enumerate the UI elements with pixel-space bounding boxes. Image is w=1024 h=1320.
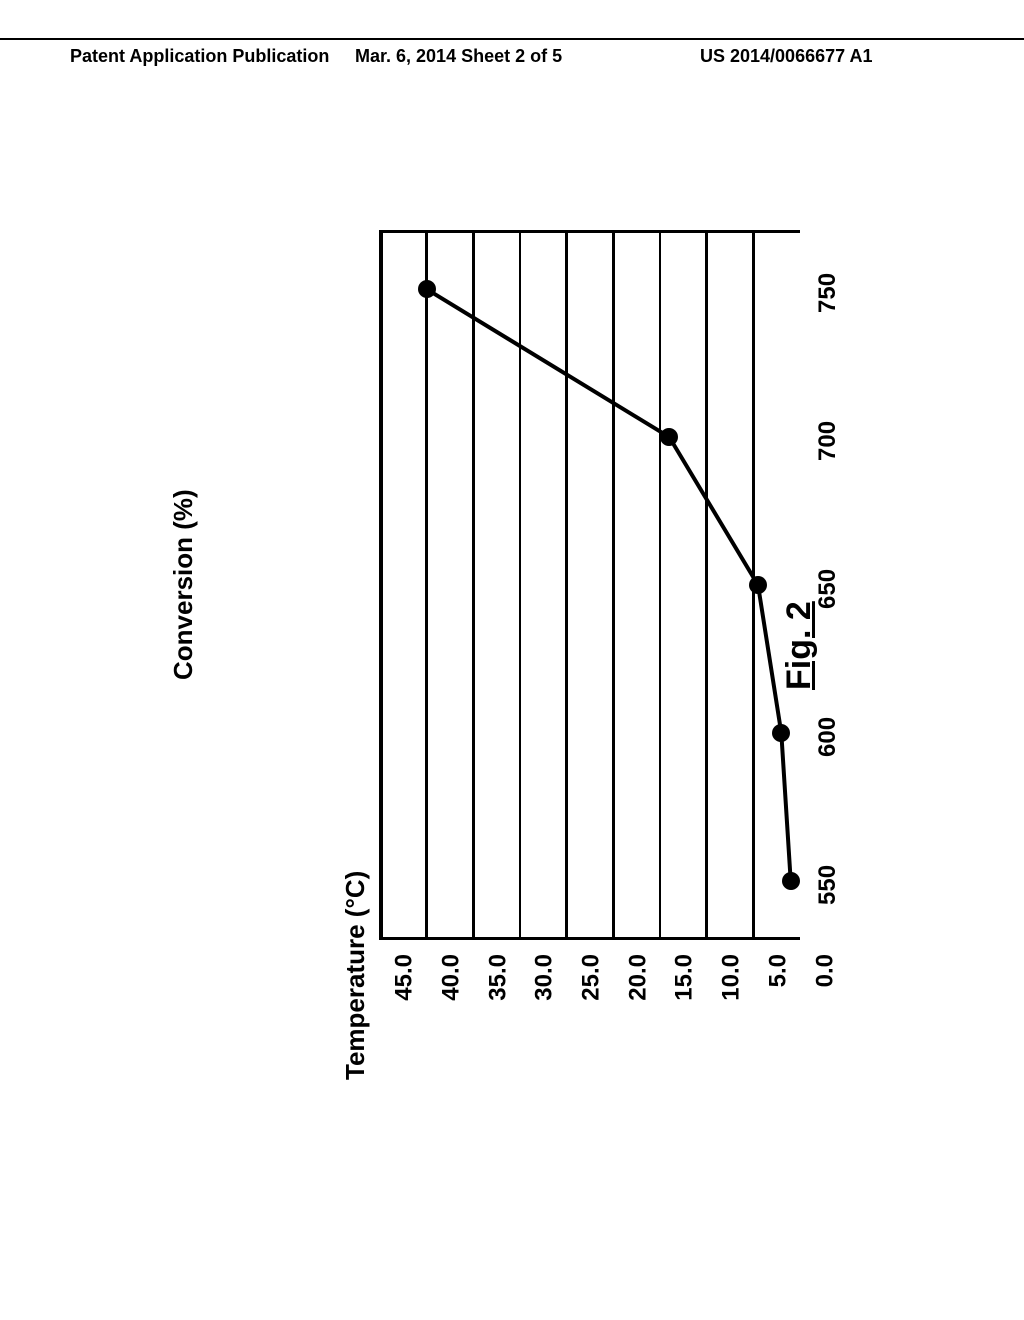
gridline xyxy=(612,230,615,940)
y-tick-label: 35.0 xyxy=(484,954,512,1001)
x-tick-label: 550 xyxy=(814,865,842,905)
header-right-text: US 2014/0066677 A1 xyxy=(700,46,872,67)
gridline xyxy=(519,230,522,940)
chart-marker xyxy=(782,872,800,890)
y-tick-label: 15.0 xyxy=(671,954,699,1001)
x-tick-label: 700 xyxy=(814,421,842,461)
y-tick-label: 45.0 xyxy=(391,954,419,1001)
plot-border xyxy=(380,230,800,940)
y-axis-label: Conversion (%) xyxy=(168,489,199,680)
chart-marker xyxy=(749,576,767,594)
gridline xyxy=(659,230,662,940)
y-tick-label: 10.0 xyxy=(718,954,746,1001)
gridline xyxy=(705,230,708,940)
chart-marker xyxy=(418,280,436,298)
y-tick-label: 0.0 xyxy=(811,954,839,987)
gridline xyxy=(379,230,382,940)
header-mid-text: Mar. 6, 2014 Sheet 2 of 5 xyxy=(355,46,562,67)
gridline xyxy=(472,230,475,940)
x-tick-label: 650 xyxy=(814,569,842,609)
header-left-text: Patent Application Publication xyxy=(70,46,329,67)
y-tick-label: 25.0 xyxy=(578,954,606,1001)
x-tick-label: 600 xyxy=(814,717,842,757)
x-axis-label: Temperature (°C) xyxy=(340,871,371,1080)
gridline xyxy=(565,230,568,940)
plot-area: 0.05.010.015.020.025.030.035.040.045.055… xyxy=(380,230,800,940)
chart-marker xyxy=(660,428,678,446)
figure-container: Fig. 2 Conversion (%) Temperature (°C) 0… xyxy=(120,190,900,1110)
y-tick-label: 40.0 xyxy=(438,954,466,1001)
x-tick-label: 750 xyxy=(814,273,842,313)
gridline xyxy=(425,230,428,940)
page-header: Patent Application Publication Mar. 6, 2… xyxy=(0,38,1024,46)
y-tick-label: 30.0 xyxy=(531,954,559,1001)
chart-marker xyxy=(772,724,790,742)
y-tick-label: 20.0 xyxy=(624,954,652,1001)
y-tick-label: 5.0 xyxy=(764,954,792,987)
